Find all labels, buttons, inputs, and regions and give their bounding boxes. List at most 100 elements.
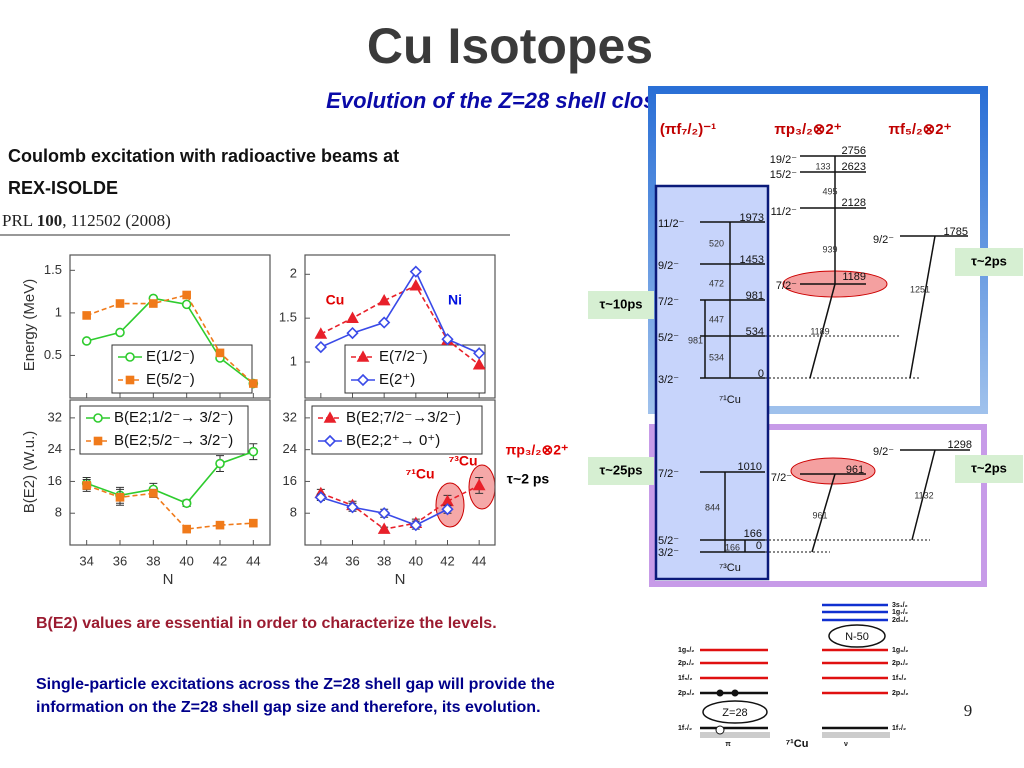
transition: 1132 [914,490,933,500]
energy: 1189 [842,271,866,283]
y-tick-label: 0.5 [44,347,62,362]
energy: 961 [846,464,864,476]
orbit-label: 1f₅/₂ [892,675,907,682]
transition: 133 [815,161,830,171]
legend-marker [125,352,135,362]
shell-diagram [700,603,890,738]
data-point [346,311,359,323]
orbit-label: 2p₃/₂ [892,690,908,697]
series-line [320,269,480,354]
data-point [181,299,192,310]
data-point [472,478,486,491]
x-tick-label: 44 [472,553,486,568]
spin: 11/2⁻ [771,206,798,218]
tau-box [588,291,654,319]
tau-box [955,248,1023,276]
orbit-label: 2p₁/₂ [892,660,908,667]
data-point [314,340,327,354]
data-point [409,519,422,532]
x-tick-label: 40 [179,553,193,568]
legend-label: E(2⁺) [379,371,415,388]
transition: 961 [812,510,827,520]
y-tick-label: 1.5 [44,262,62,277]
legend-marker [125,375,135,385]
legend-label: B(E2;1/2⁻→ 3/2⁻) [114,409,233,426]
data-point [346,326,359,340]
data-point [377,522,391,534]
legend-label: B(E2;2⁺→ 0⁺) [346,432,440,449]
transition: 981 [688,335,703,345]
note-line: Single-particle excitations across the Z… [36,676,555,693]
spin: 5/2⁻ [658,535,679,547]
data-point [115,299,125,308]
page-number: 9 [964,701,973,720]
gap-label: N-50 [845,631,869,643]
ref-journal: PRL [2,211,37,230]
transition: 495 [822,186,837,196]
transition: 520 [709,238,724,248]
data-point [441,503,454,516]
energy: 166 [744,528,762,540]
transition: 1189 [810,326,829,336]
highlight [790,457,876,485]
transition: 472 [709,278,724,288]
orbit-label: 1g₉/₂ [892,647,908,654]
energy: 0 [756,540,762,552]
legend-box [344,344,486,394]
data-point [82,311,91,320]
legend-box [311,405,483,455]
legend-marker [356,350,370,362]
lifetime: τ~10ps [599,296,642,311]
annotation: πp₃/₂⊗2⁺ [506,442,569,458]
orbit-label: 1f₇/₂ [678,725,692,732]
annotation: Ni [448,292,462,308]
plot-frame [69,254,271,399]
config-header: πf₅/₂⊗2⁺ [888,121,951,138]
x-tick-label: 42 [213,553,227,568]
orbit-label: 1g₉/₂ [678,647,694,654]
legend-box [79,405,249,455]
energy: 1785 [944,226,968,238]
spin: 9/2⁻ [658,260,679,272]
y-tick-label: 1.5 [279,310,297,325]
note-line: B(E2) values are essential in order to c… [36,615,497,632]
legend-marker [93,413,103,423]
energy: 981 [746,290,764,302]
spin: 11/2⁻ [658,218,685,230]
lifetime: τ~2ps [971,460,1007,475]
y-tick-label: 2 [290,266,297,281]
note: B(E2) values are essential in order to c… [36,615,497,632]
data-point [441,333,454,346]
orbit-label: 1f₅/₂ [678,675,693,682]
legend-marker [323,411,337,423]
orbit-label: 3s₁/₂ [892,602,908,609]
y-tick-label: 1 [55,304,62,319]
data-point [115,493,125,502]
x-tick-label: 36 [113,553,127,568]
plot-frame [304,254,496,399]
data-point [215,348,225,358]
note: Single-particle excitations across the Z… [36,676,555,716]
y-tick-label: 8 [290,505,297,520]
data-point [182,524,191,534]
tau-box [588,457,654,485]
nucleus-label: ⁷¹Cu [786,738,809,750]
y-tick-label: 24 [48,441,62,456]
note-line: information on the Z=28 shell gap size a… [36,699,541,716]
ground-band-box [654,184,770,581]
proton-label: π [725,741,731,748]
annotation: Cu [326,292,345,308]
series-line [86,450,254,505]
orbit-label: 2d₅/₂ [892,617,908,624]
data-point [249,379,258,388]
data-point [248,446,259,457]
spin: 7/2⁻ [658,296,679,308]
spin: 9/2⁻ [873,234,894,246]
data-point [409,279,423,291]
x-tick-label: 38 [377,553,391,568]
data-point [82,481,91,490]
spin: 7/2⁻ [771,472,792,484]
nucleus-label: ⁷³Cu [719,562,741,574]
spin: 9/2⁻ [873,446,894,458]
data-point [249,518,258,528]
